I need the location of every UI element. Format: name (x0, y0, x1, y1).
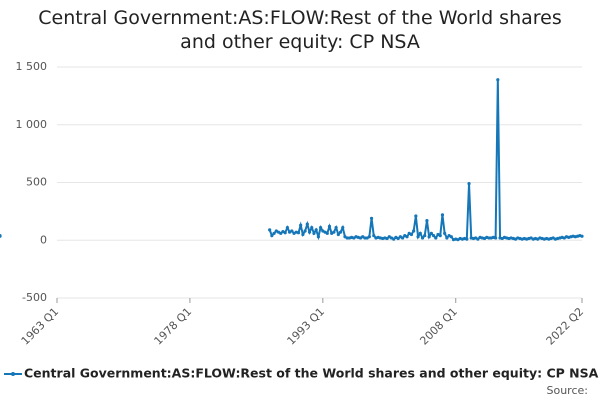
point (316, 235, 320, 239)
point (443, 231, 447, 235)
point (303, 229, 307, 233)
point (312, 231, 316, 235)
point (270, 234, 274, 238)
point (307, 230, 312, 234)
x-tick-label: 1978 Q1 (152, 305, 195, 348)
point (327, 224, 332, 228)
point (369, 216, 374, 220)
point (367, 235, 371, 239)
point (310, 225, 314, 230)
point (314, 228, 318, 232)
point (418, 231, 422, 235)
point (445, 236, 449, 240)
point (301, 232, 305, 237)
y-tick-label: 0 (40, 233, 47, 246)
x-tick-label: 1963 Q1 (19, 305, 62, 348)
point (425, 219, 429, 223)
point (449, 235, 453, 239)
point (467, 182, 471, 186)
point (296, 231, 301, 235)
point (400, 236, 405, 240)
point (283, 231, 287, 235)
x-tick-label: 2022 Q2 (544, 305, 587, 348)
point (487, 236, 491, 240)
point (496, 78, 500, 82)
point (405, 235, 409, 239)
point (299, 223, 303, 227)
point (341, 225, 345, 230)
point (420, 236, 425, 240)
point (363, 236, 367, 240)
y-tick-label: 500 (26, 176, 47, 189)
point (319, 225, 323, 230)
x-tick-label: 1993 Q1 (285, 305, 328, 348)
point (438, 234, 442, 238)
y-tick-label: -500 (22, 291, 47, 304)
y-tick-label: 1 000 (16, 118, 48, 131)
legend-label: Central Government:AS:FLOW:Rest of the W… (24, 366, 599, 381)
legend-marker (11, 372, 15, 376)
point (494, 236, 498, 240)
point (332, 230, 336, 234)
point (580, 234, 584, 238)
series-line (268, 79, 583, 241)
point (325, 231, 329, 235)
point (285, 225, 289, 230)
point (268, 228, 272, 232)
point (412, 229, 416, 233)
point (429, 231, 433, 235)
point (345, 236, 349, 240)
point (0, 234, 2, 238)
point (290, 229, 294, 233)
point (476, 237, 480, 241)
point (465, 237, 469, 241)
point (334, 225, 338, 230)
source-label: Source: (547, 384, 589, 397)
point (385, 236, 389, 241)
point (396, 236, 400, 241)
point (372, 234, 376, 238)
point (338, 230, 343, 234)
chart-title: Central Government:AS:FLOW:Rest of the W… (38, 7, 562, 53)
point (414, 214, 418, 218)
point (416, 235, 420, 239)
point (336, 232, 340, 237)
x-tick-label: 2008 Q1 (417, 305, 460, 348)
point (272, 231, 276, 235)
y-tick-label: 1 500 (16, 60, 48, 73)
point (434, 236, 438, 240)
point (427, 235, 431, 239)
point (392, 237, 396, 241)
point (431, 234, 436, 238)
point (305, 222, 309, 226)
point (409, 232, 414, 237)
point (279, 231, 283, 235)
point (440, 213, 445, 217)
point (423, 234, 427, 238)
